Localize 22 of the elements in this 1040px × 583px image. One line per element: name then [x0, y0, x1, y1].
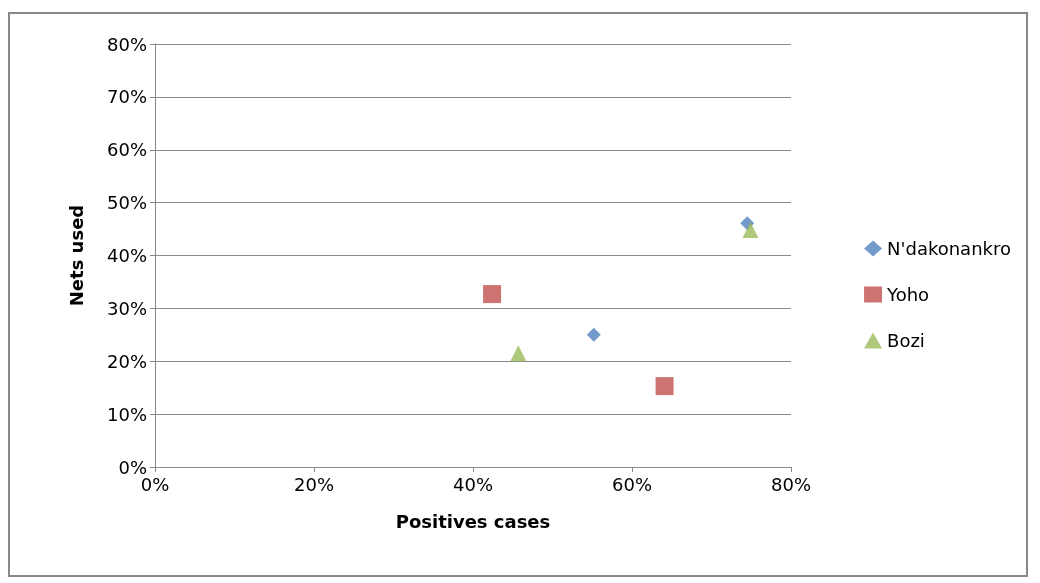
legend-label: Bozi [887, 330, 925, 351]
point [742, 222, 759, 239]
point [655, 377, 674, 396]
x-tick-label: 20% [293, 473, 335, 495]
point [510, 345, 527, 362]
x-tick-label: 40% [452, 473, 494, 495]
legend-label: N'dakonankro [887, 238, 1011, 259]
y-axis-title: Nets used [65, 204, 87, 307]
y-tick-label: 80% [106, 33, 147, 55]
y-tick-label: 60% [106, 139, 147, 161]
x-tick-label: 60% [611, 473, 653, 495]
y-tick-label: 20% [106, 350, 147, 372]
y-tick-label: 10% [106, 403, 147, 425]
x-tick-label: 80% [770, 473, 812, 495]
y-tick-label: 40% [106, 245, 147, 266]
point [483, 285, 502, 304]
legend-label: Yoho [886, 284, 930, 305]
point [586, 327, 601, 342]
x-axis-title: Positives cases [395, 510, 551, 532]
y-tick-label: 70% [106, 86, 147, 108]
y-tick-label: 50% [106, 192, 147, 214]
y-tick-label: 30% [106, 297, 147, 319]
